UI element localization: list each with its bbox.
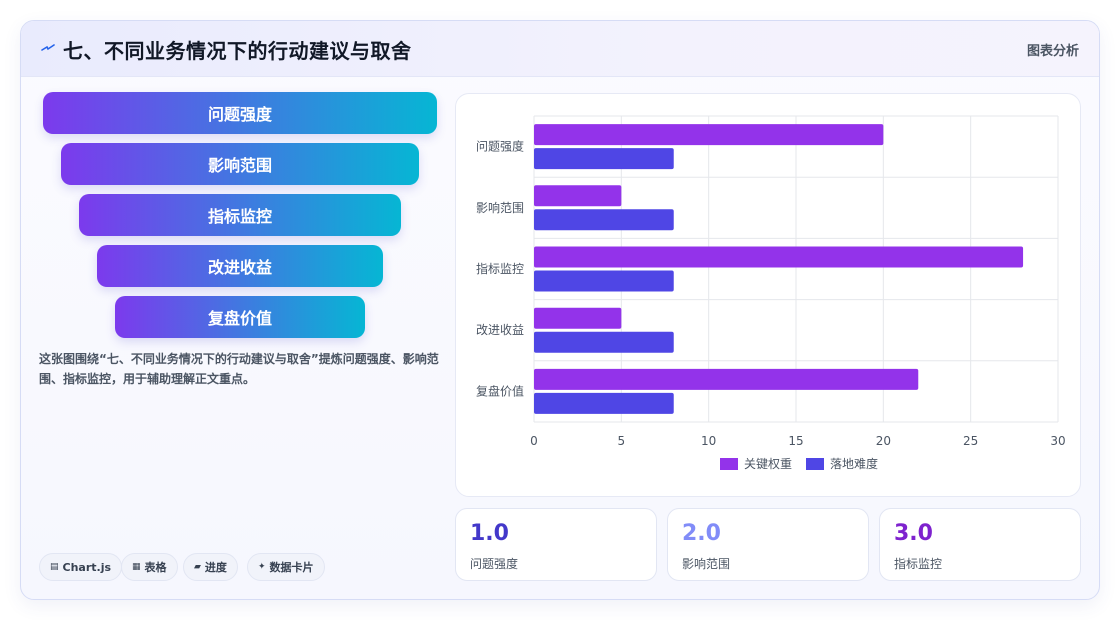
stat-label: 影响范围 [682,557,731,571]
y-tick-label: 指标监控 [476,261,524,276]
x-tick-label: 10 [701,434,716,448]
tag-table[interactable]: ▦ 表格 [121,553,178,581]
tag-label: 进度 [204,561,227,574]
chart-panel: 问题强度影响范围指标监控改进收益复盘价值 0 5 10 15 20 25 30 关键权重 落地难度 [455,93,1081,497]
x-tick-label: 20 [876,434,891,448]
tag-chartjs[interactable]: ▤ Chart.js [39,553,123,581]
funnel-item-4[interactable]: 改进收益 [97,245,383,287]
tag-label: 表格 [144,561,167,574]
x-tick-label: 0 [530,434,538,448]
chart-analysis-label: 图表分析 [1026,44,1079,59]
funnel-item-1[interactable]: 问题强度 [43,92,437,134]
tag-data-card[interactable]: ✦ 数据卡片 [247,553,325,581]
stat-card-1: 1.0 问题强度 [455,508,657,581]
stat-value: 3.0 [894,521,933,546]
tag-label: Chart.js [62,560,112,574]
table-icon: ▦ [132,562,141,572]
x-tick-label: 30 [1050,434,1065,448]
tag-label: 数据卡片 [269,561,314,574]
x-tick-label: 15 [788,434,803,448]
bar [534,307,622,329]
bar [534,270,674,292]
tag-progress[interactable]: ▰ 进度 [183,553,238,581]
bar [534,124,884,146]
y-tick-label: 影响范围 [476,200,524,215]
stat-value: 1.0 [470,521,509,546]
x-tick-label: 25 [963,434,978,448]
legend-swatch [806,458,824,470]
stat-value: 2.0 [682,521,721,546]
header: 七、不同业务情况下的行动建议与取舍 图表分析 [21,21,1099,77]
funnel-item-2[interactable]: 影响范围 [61,143,419,185]
bar [534,209,674,231]
bar [534,246,1024,268]
sparkle-icon: ✦ [258,562,266,572]
bar [534,368,919,390]
bar [534,185,622,207]
bar [534,392,674,414]
stat-label: 问题强度 [470,557,519,571]
chart-icon: ▤ [50,562,59,572]
progress-icon: ▰ [194,562,201,572]
stat-card-3: 3.0 指标监控 [879,508,1081,581]
bar [534,331,674,353]
lightning-icon [41,44,55,51]
funnel-item-3[interactable]: 指标监控 [79,194,401,236]
stat-label: 指标监控 [894,557,943,571]
y-tick-label: 复盘价值 [476,383,524,398]
legend-label: 关键权重 [744,457,792,471]
funnel-item-5[interactable]: 复盘价值 [115,296,365,338]
y-tick-label: 问题强度 [476,139,524,154]
legend-label: 落地难度 [830,456,878,471]
legend-swatch [720,458,738,470]
bar [534,148,674,170]
y-tick-label: 改进收益 [476,323,524,337]
stat-card-2: 2.0 影响范围 [667,508,869,581]
page-title: 七、不同业务情况下的行动建议与取舍 [63,39,412,63]
main-card: 七、不同业务情况下的行动建议与取舍 图表分析 问题强度 影响范围 指标监控 改进… [20,20,1100,600]
x-tick-label: 5 [618,434,626,448]
description-text: 这张图围绕“七、不同业务情况下的行动建议与取舍”提炼问题强度、影响范围、指标监控… [39,352,439,386]
